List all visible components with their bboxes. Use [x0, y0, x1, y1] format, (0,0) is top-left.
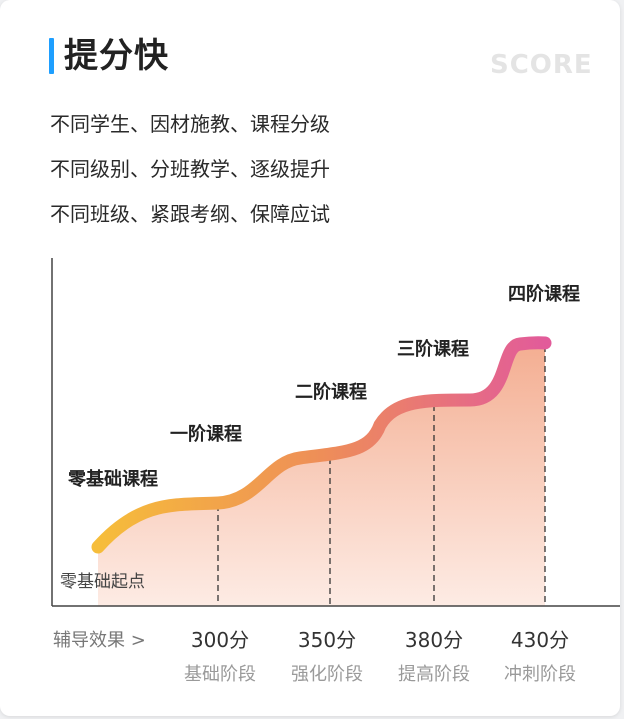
description-line-2: 不同级别、分班教学、逐级提升: [50, 157, 330, 181]
axis-footer: 辅导效果 > 300分 350分 380分 430分 基础阶段 强化阶段 提高阶…: [0, 622, 624, 692]
stage-label: 强化阶段: [291, 664, 363, 685]
description-line-3: 不同班级、紧跟考纲、保障应试: [50, 202, 330, 226]
score-label: 300分: [190, 628, 250, 652]
title-accent-bar: [49, 38, 54, 74]
score-label: 380分: [404, 628, 464, 652]
level-label: 四阶课程: [508, 283, 580, 305]
growth-curve: [91, 336, 552, 554]
description-line-1: 不同学生、因材施教、课程分级: [50, 112, 330, 136]
level-label: 三阶课程: [397, 338, 469, 360]
axis-title: 辅导效果 >: [53, 630, 146, 651]
page-title: 提分快: [64, 36, 169, 76]
stage-label: 冲刺阶段: [504, 664, 576, 685]
score-label: 430分: [510, 628, 570, 652]
level-label: 一阶课程: [170, 423, 242, 445]
growth-area-fill: [98, 342, 545, 606]
start-point-label: 零基础起点: [60, 572, 145, 592]
stage-label: 提高阶段: [398, 664, 470, 685]
level-label: 零基础课程: [67, 468, 158, 490]
stage-label: 基础阶段: [184, 664, 256, 685]
score-watermark: SCORE: [490, 50, 593, 80]
level-label: 二阶课程: [295, 381, 367, 403]
score-label: 350分: [297, 628, 357, 652]
